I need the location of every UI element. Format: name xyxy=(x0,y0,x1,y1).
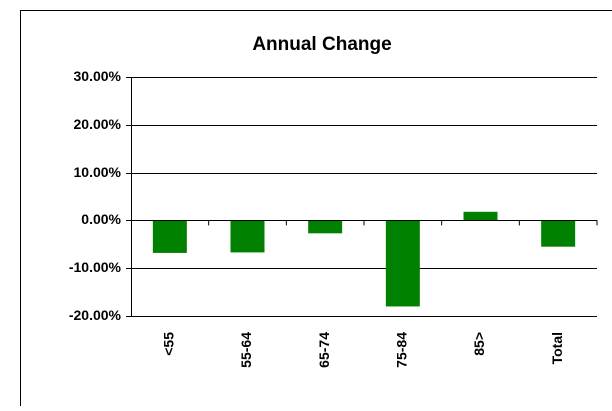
x-tick-label: 65-74 xyxy=(316,332,332,368)
bar xyxy=(153,220,187,253)
x-tick-label: Total xyxy=(549,332,565,364)
y-tick-label: 0.00% xyxy=(81,211,121,227)
y-tick-label: 30.00% xyxy=(74,68,122,84)
x-tick-label: 85> xyxy=(471,332,487,356)
bar xyxy=(308,220,342,233)
y-tick-label: 20.00% xyxy=(74,116,122,132)
bar xyxy=(386,220,420,306)
y-tick-label: -20.00% xyxy=(69,307,122,323)
y-tick-label: 10.00% xyxy=(74,164,122,180)
y-tick-label: -10.00% xyxy=(69,259,122,275)
x-tick-label: 75-84 xyxy=(394,332,410,368)
bar xyxy=(464,212,498,221)
x-tick-label: 55-64 xyxy=(238,332,254,368)
x-tick-label: <55 xyxy=(161,332,177,356)
bar xyxy=(231,220,265,252)
bar xyxy=(541,220,575,246)
chart-title: Annual Change xyxy=(252,34,391,55)
